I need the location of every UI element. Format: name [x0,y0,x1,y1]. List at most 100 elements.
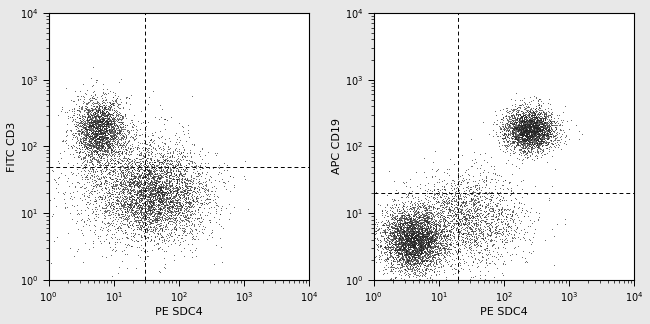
Point [486,195,497,200]
Point [153,173,164,179]
Point [398,216,408,221]
Point [421,226,432,232]
Point [521,128,531,133]
Point [91,132,101,137]
Point [107,196,118,202]
Point [129,187,139,192]
Point [529,132,539,137]
Point [549,130,559,135]
Point [94,145,105,150]
Point [146,277,157,282]
Point [420,271,430,276]
Point [111,128,121,133]
Point [121,172,131,177]
Point [143,183,153,189]
Point [519,122,530,127]
Point [105,113,116,118]
Point [168,202,179,207]
Point [406,233,417,238]
Point [399,245,410,250]
Point [536,102,546,108]
Point [135,184,145,189]
Point [144,196,155,201]
Point [495,129,505,134]
Point [408,260,419,266]
Point [422,225,432,230]
Point [116,212,127,217]
Point [521,150,531,155]
Point [426,245,436,250]
Point [438,201,448,206]
Point [546,118,556,123]
Point [103,213,113,218]
Point [160,140,170,145]
Point [430,233,440,238]
Point [406,257,417,262]
Point [430,247,441,252]
Point [380,205,391,210]
Point [125,194,136,200]
Point [458,257,468,262]
Point [145,185,155,190]
Point [430,255,440,260]
Point [175,205,185,210]
Point [217,226,228,231]
Point [389,237,399,242]
Point [526,129,537,134]
Point [520,121,530,126]
Point [399,231,410,236]
Point [75,120,85,125]
Point [519,135,530,141]
Point [402,259,412,264]
Point [65,114,75,120]
Point [393,235,404,240]
Point [95,103,105,109]
Point [406,244,417,249]
Point [391,225,402,230]
Point [140,129,151,134]
Point [530,133,540,138]
Point [138,188,148,193]
Point [411,208,421,213]
Point [157,188,167,193]
Point [170,164,180,169]
Point [508,245,519,250]
Point [503,207,514,212]
Point [411,221,422,226]
Point [157,173,168,179]
Point [127,124,138,130]
Point [92,131,102,136]
Point [395,225,406,230]
Point [510,144,520,149]
Point [420,216,430,221]
Point [182,167,192,172]
Point [410,216,421,221]
Point [162,209,173,214]
Point [441,257,451,262]
Point [519,126,529,131]
Point [525,138,536,143]
Point [518,141,528,146]
Point [73,131,84,136]
Point [526,146,536,152]
Point [92,122,103,127]
Point [75,116,85,121]
Point [506,96,516,101]
Point [467,196,478,202]
Point [120,150,131,155]
Point [423,199,434,204]
Point [134,145,144,151]
Point [81,125,92,131]
Point [129,179,139,184]
Point [488,121,498,126]
Point [181,206,191,211]
Point [150,211,161,216]
Point [428,244,438,249]
Point [530,124,540,129]
Point [550,136,560,141]
Point [410,252,421,258]
Point [522,136,532,141]
Point [398,270,409,275]
Point [83,124,94,129]
Point [511,120,521,125]
